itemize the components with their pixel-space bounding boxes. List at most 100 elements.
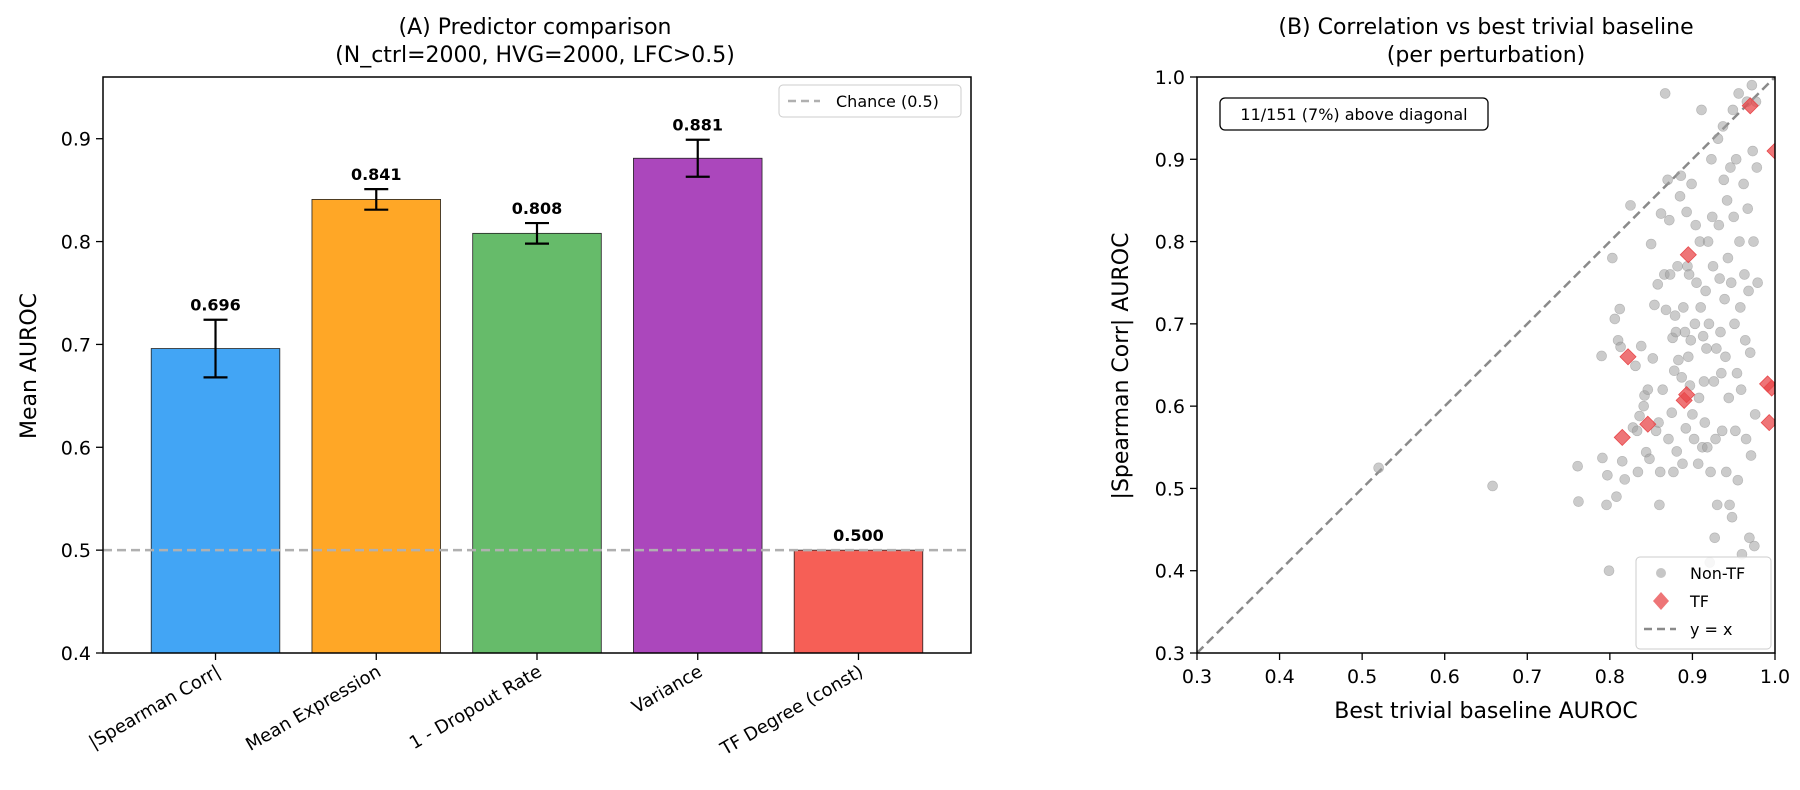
non-tf-point: [1664, 269, 1676, 280]
non-tf-point: [1749, 409, 1761, 420]
non-tf-point: [1707, 260, 1719, 272]
panel-a-subtitle: (N_ctrl=2000, HVG=2000, LFC>0.5): [335, 43, 735, 68]
panel-a-legend-chance-label: Chance (0.5): [836, 92, 939, 111]
non-tf-point: [1572, 460, 1583, 472]
tf-point: [1741, 97, 1759, 115]
non-tf-point: [1732, 474, 1744, 486]
panel-a-title: (A) Predictor comparison: [399, 15, 672, 40]
bar-value-label: 0.500: [833, 526, 884, 545]
non-tf-point: [1725, 162, 1736, 173]
bar-value-label: 0.881: [672, 116, 723, 135]
non-tf-point: [1683, 269, 1695, 280]
panel-b-annotation-box: [1219, 97, 1489, 131]
panel-b-ytick-label: 0.6: [1155, 396, 1185, 418]
panel-b-xtick-label: 1.0: [1760, 666, 1790, 688]
non-tf-point: [1645, 238, 1657, 250]
non-tf-point: [1607, 252, 1618, 264]
non-tf-point: [1711, 499, 1723, 511]
non-tf-point: [1662, 174, 1673, 186]
panel-b-ticks: 0.3 0.4 0.5 0.6 0.7 0.8 0.9 1.0 0.3 0.4 0.5 0.6 0.7 0…: [1155, 67, 1790, 688]
non-tf-point: [1742, 203, 1754, 214]
panel-a-legend: Chance (0.5): [778, 84, 962, 118]
non-tf-point: [1716, 425, 1728, 437]
non-tf-point: [1690, 219, 1702, 231]
bar-value-label: 0.841: [351, 165, 402, 184]
panel-b-xtick-label: 0.9: [1677, 666, 1707, 688]
non-tf-point: [1681, 206, 1692, 218]
panel-b-tf-points: [1613, 97, 1775, 446]
panel-b-xlabel: Best trivial baseline AUROC: [1334, 699, 1637, 724]
panel-a-ytick-label: 0.4: [61, 643, 91, 665]
non-tf-point: [1668, 466, 1679, 478]
non-tf-point: [1614, 303, 1626, 315]
panel-b-legend-box: [1635, 556, 1772, 650]
non-tf-point: [1744, 532, 1755, 544]
panel-a-ytick-label: 0.6: [61, 437, 91, 459]
non-tf-point: [1715, 326, 1726, 338]
non-tf-point: [1711, 343, 1722, 354]
non-tf-point: [1654, 466, 1666, 478]
non-tf-point: [1695, 302, 1706, 313]
non-tf-point: [1745, 450, 1757, 461]
non-tf-point: [1615, 341, 1626, 353]
panel-a-legend-box: [778, 84, 962, 118]
non-tf-point: [1706, 211, 1718, 223]
non-tf-point: [1691, 277, 1702, 289]
bar: [472, 232, 602, 654]
non-tf-point: [1722, 252, 1734, 264]
non-tf-point: [1710, 433, 1721, 445]
non-tf-point: [1749, 540, 1760, 552]
non-tf-point: [1688, 433, 1700, 445]
non-tf-point: [1655, 208, 1667, 219]
non-tf-point: [1712, 133, 1724, 145]
non-tf-point: [1666, 407, 1678, 419]
panel-b-axes-frame: [1196, 76, 1776, 654]
non-tf-point: [1602, 469, 1613, 481]
non-tf-point: [1720, 351, 1731, 363]
non-tf-point: [1631, 425, 1643, 437]
non-tf-point: [1716, 367, 1727, 379]
non-tf-point: [1744, 347, 1756, 358]
non-tf-point: [1642, 384, 1654, 395]
non-tf-point: [1674, 191, 1686, 202]
non-tf-point: [1678, 302, 1689, 313]
non-tf-point: [1735, 384, 1747, 395]
non-tf-point: [1647, 353, 1659, 364]
non-tf-point: [1644, 453, 1655, 465]
non-tf-point: [1603, 565, 1615, 577]
non-tf-point: [1487, 480, 1498, 492]
non-tf-point: [1705, 466, 1716, 478]
panel-b-annotation: 11/151 (7%) above diagonal: [1219, 97, 1489, 131]
non-tf-point: [1573, 496, 1584, 507]
non-tf-point: [1734, 236, 1745, 247]
non-tf-point: [1677, 458, 1688, 470]
non-tf-point: [1657, 384, 1669, 395]
non-tf-point: [1751, 162, 1763, 173]
non-tf-point: [1699, 417, 1711, 428]
panel-b-legend-diagonal-label: y = x: [1690, 620, 1733, 639]
non-tf-point: [1701, 441, 1713, 453]
non-tf-point: [1687, 409, 1698, 420]
tf-point: [1679, 246, 1697, 264]
bar-value-label: 0.808: [512, 199, 563, 218]
non-tf-point: [1746, 79, 1758, 91]
non-tf-point: [1673, 354, 1684, 366]
bar: [793, 549, 924, 654]
panel-b-ytick-label: 0.9: [1155, 149, 1185, 171]
tf-point: [1639, 415, 1657, 433]
non-tf-point: [1720, 466, 1732, 478]
non-tf-point: [1702, 236, 1714, 247]
non-tf-point: [1706, 153, 1717, 165]
non-tf-point: [1635, 340, 1647, 352]
tf-point: [1678, 386, 1696, 404]
panel-b-xtick-label: 0.3: [1182, 666, 1212, 688]
non-tf-point: [1654, 499, 1665, 511]
panel-b-ytick-label: 0.8: [1155, 232, 1185, 254]
non-tf-point: [1659, 88, 1671, 99]
non-tf-point: [1663, 433, 1674, 445]
non-tf-point: [1638, 400, 1650, 412]
panel-a-bars: [150, 157, 924, 654]
non-tf-point: [1730, 153, 1742, 165]
tf-point: [1613, 428, 1631, 446]
